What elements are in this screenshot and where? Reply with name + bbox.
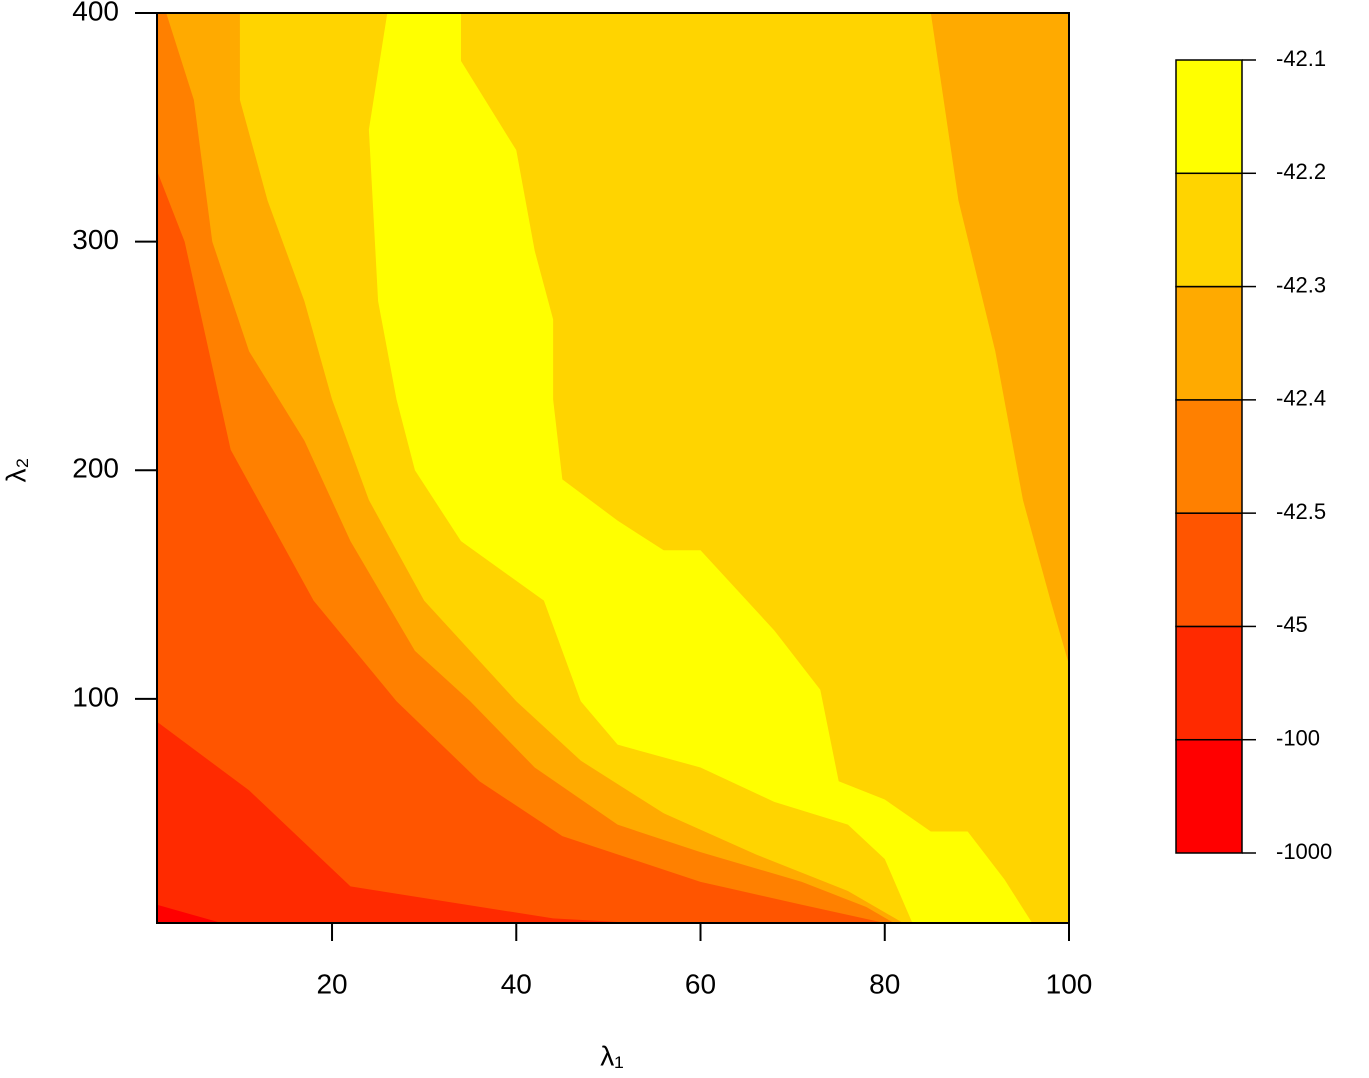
legend-swatch	[1175, 59, 1243, 175]
plot-frame	[156, 12, 1070, 924]
legend-label: -42.4	[1276, 386, 1326, 411]
legend-label: -45	[1276, 612, 1308, 637]
legend-swatch	[1175, 625, 1243, 741]
legend-swatch	[1175, 285, 1243, 401]
x-tick-label: 100	[1046, 968, 1093, 999]
y-tick-label: 400	[72, 0, 119, 26]
legend-label: -1000	[1276, 839, 1332, 864]
legend-swatch	[1175, 172, 1243, 288]
legend-label: -42.3	[1276, 272, 1326, 297]
legend-label: -42.2	[1276, 159, 1326, 184]
x-tick-label: 60	[685, 968, 716, 999]
legend-label: -100	[1276, 726, 1320, 751]
legend-label: -42.5	[1276, 499, 1326, 524]
x-tick-label: 40	[501, 968, 532, 999]
contour-band	[368, 13, 1033, 923]
legend-swatch	[1175, 738, 1243, 854]
y-axis-label: λ₂	[0, 458, 31, 483]
x-tick-label: 80	[869, 968, 900, 999]
x-tick-label: 20	[316, 968, 347, 999]
legend-swatch	[1175, 512, 1243, 628]
plot-area	[157, 13, 1069, 923]
x-axis-label: λ₁	[600, 1040, 623, 1071]
legend-swatch	[1175, 399, 1243, 514]
y-tick-label: 200	[72, 453, 119, 484]
legend-label: -42.1	[1276, 46, 1326, 71]
y-tick-label: 300	[72, 224, 119, 255]
y-tick-label: 100	[72, 681, 119, 712]
